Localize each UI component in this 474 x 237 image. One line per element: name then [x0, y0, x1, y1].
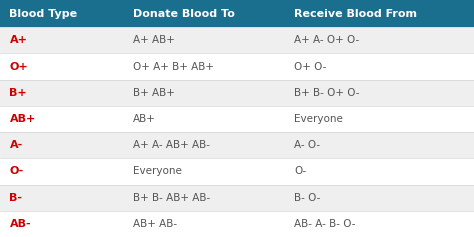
Text: O-: O- — [9, 166, 24, 177]
Text: B+: B+ — [9, 88, 27, 98]
Bar — [0, 106, 474, 132]
Text: AB+ AB-: AB+ AB- — [133, 219, 177, 229]
Text: B-: B- — [9, 193, 22, 203]
Text: B- O-: B- O- — [294, 193, 320, 203]
Text: Everyone: Everyone — [294, 114, 343, 124]
Bar — [0, 80, 474, 106]
Text: A-: A- — [9, 140, 23, 150]
Text: AB- A- B- O-: AB- A- B- O- — [294, 219, 356, 229]
Bar — [0, 0, 474, 27]
Text: A+: A+ — [9, 35, 27, 45]
Text: A- O-: A- O- — [294, 140, 320, 150]
Text: A+ AB+: A+ AB+ — [133, 35, 174, 45]
Bar — [0, 211, 474, 237]
Text: B+ B- AB+ AB-: B+ B- AB+ AB- — [133, 193, 210, 203]
Text: Donate Blood To: Donate Blood To — [133, 9, 235, 19]
Bar — [0, 185, 474, 211]
Text: AB+: AB+ — [9, 114, 36, 124]
Text: Receive Blood From: Receive Blood From — [294, 9, 417, 19]
Text: A+ A- AB+ AB-: A+ A- AB+ AB- — [133, 140, 210, 150]
Text: O+ O-: O+ O- — [294, 62, 326, 72]
Text: AB-: AB- — [9, 219, 31, 229]
Text: A+ A- O+ O-: A+ A- O+ O- — [294, 35, 359, 45]
Text: O+: O+ — [9, 62, 28, 72]
Text: O-: O- — [294, 166, 306, 177]
Bar — [0, 27, 474, 54]
Text: AB+: AB+ — [133, 114, 155, 124]
Text: O+ A+ B+ AB+: O+ A+ B+ AB+ — [133, 62, 214, 72]
Text: Blood Type: Blood Type — [9, 9, 78, 19]
Text: Everyone: Everyone — [133, 166, 182, 177]
Bar — [0, 54, 474, 80]
Bar — [0, 132, 474, 158]
Text: B+ B- O+ O-: B+ B- O+ O- — [294, 88, 359, 98]
Bar — [0, 158, 474, 185]
Text: B+ AB+: B+ AB+ — [133, 88, 174, 98]
